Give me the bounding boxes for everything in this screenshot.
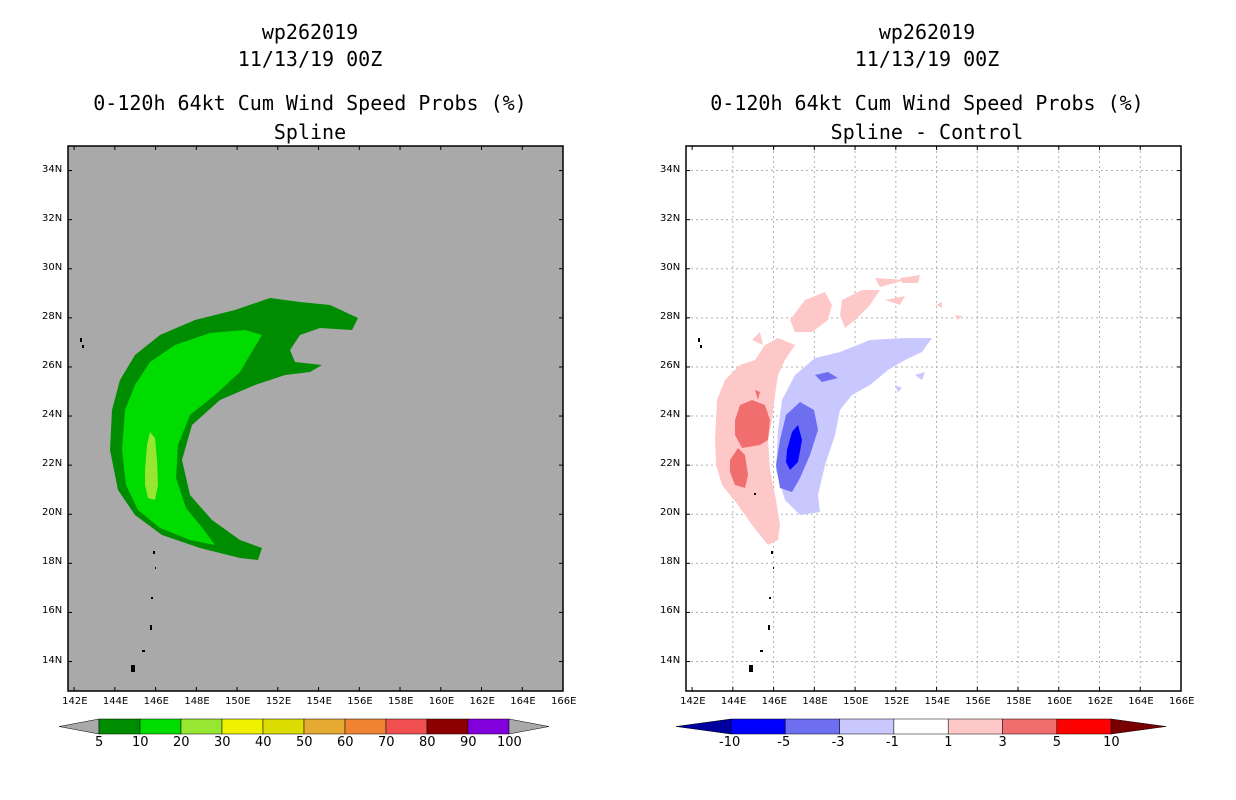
right-diff-pos3-area-2 bbox=[730, 448, 748, 488]
left-xtick-label: 162E bbox=[469, 696, 495, 707]
right-xtick-label: 152E bbox=[883, 696, 910, 707]
left-map-panel bbox=[67, 145, 564, 692]
right-colorbar-label: -5 bbox=[777, 735, 791, 750]
left-ytick-label: 22N bbox=[42, 458, 63, 470]
right-xtick-label: 164E bbox=[1128, 696, 1154, 707]
right-colorbar-label: -1 bbox=[885, 735, 899, 750]
right-title-datetime: 11/13/19 00Z bbox=[854, 47, 1000, 71]
left-xtick-label: 160E bbox=[428, 696, 455, 707]
left-colorbar-label: 100 bbox=[497, 735, 522, 750]
left-xtick-label: 154E bbox=[306, 696, 332, 707]
left-ytick-label: 34N bbox=[42, 163, 63, 175]
right-ytick-label: 24N bbox=[660, 409, 681, 421]
left-ytick-label: 32N bbox=[42, 212, 63, 224]
left-ytick-label: 16N bbox=[42, 605, 63, 617]
right-map-gridlines bbox=[686, 146, 1181, 691]
right-colorbar-label: -3 bbox=[831, 735, 845, 750]
right-xtick-label: 154E bbox=[924, 696, 950, 707]
left-colorbar-label: 80 bbox=[419, 735, 436, 750]
left-xtick-label: 144E bbox=[102, 696, 129, 707]
right-diff-pos1-area-3 bbox=[840, 290, 880, 328]
left-title-storm-id: wp262019 bbox=[261, 20, 359, 44]
right-ytick-label: 14N bbox=[660, 654, 681, 666]
right-ytick-label: 30N bbox=[660, 261, 681, 273]
left-ytick-label: 26N bbox=[42, 359, 63, 371]
left-colorbar-label: 60 bbox=[337, 735, 354, 750]
right-diff-neg5-area-2 bbox=[815, 372, 838, 382]
right-diff-neg3-area-2 bbox=[895, 372, 925, 392]
right-xtick-label: 146E bbox=[761, 696, 787, 707]
left-xtick-label: 146E bbox=[143, 696, 169, 707]
left-axis-ticks bbox=[68, 146, 564, 691]
right-title-product: 0-120h 64kt Cum Wind Speed Probs (%) bbox=[710, 91, 1144, 115]
right-ytick-label: 32N bbox=[660, 212, 681, 224]
left-prob-10pct-area bbox=[122, 330, 262, 545]
right-colorbar-label: 3 bbox=[998, 735, 1007, 750]
right-ytick-label: 20N bbox=[660, 507, 681, 519]
right-title-method: Spline - Control bbox=[830, 120, 1024, 144]
right-colorbar-label: 5 bbox=[1052, 735, 1062, 750]
left-colorbar-label: 50 bbox=[296, 735, 313, 750]
right-ytick-label: 18N bbox=[660, 556, 681, 568]
right-ytick-label: 22N bbox=[660, 458, 681, 470]
right-colorbar-label: 10 bbox=[1103, 735, 1120, 750]
left-xtick-label: 142E bbox=[62, 696, 88, 707]
left-ytick-label: 28N bbox=[42, 310, 63, 322]
right-xtick-label: 158E bbox=[1006, 696, 1032, 707]
left-xtick-label: 156E bbox=[347, 696, 373, 707]
left-xtick-label: 164E bbox=[510, 696, 536, 707]
right-diff-pos3-area bbox=[735, 400, 770, 448]
right-xtick-label: 162E bbox=[1087, 696, 1113, 707]
right-ytick-label: 26N bbox=[660, 359, 681, 371]
right-xtick-label: 144E bbox=[720, 696, 747, 707]
left-ytick-label: 20N bbox=[42, 507, 63, 519]
right-ytick-label: 34N bbox=[660, 163, 681, 175]
left-colorbar-label: 70 bbox=[378, 735, 395, 750]
left-xtick-label: 148E bbox=[184, 696, 210, 707]
right-xtick-label: 156E bbox=[965, 696, 991, 707]
left-prob-20pct-area bbox=[145, 432, 158, 500]
left-title-method: Spline bbox=[273, 120, 347, 144]
right-diff-neg10-area bbox=[786, 425, 802, 470]
left-ytick-label: 24N bbox=[42, 409, 63, 421]
left-colorbar-label: 90 bbox=[460, 735, 477, 750]
left-colorbar-label: 30 bbox=[214, 735, 231, 750]
left-colorbar-label: 5 bbox=[95, 735, 104, 750]
right-xtick-label: 142E bbox=[680, 696, 706, 707]
right-diff-pos1-area-2 bbox=[790, 292, 832, 332]
right-map-frame bbox=[685, 145, 1182, 692]
right-xtick-label: 166E bbox=[1169, 696, 1195, 707]
right-colorbar-label: 1 bbox=[944, 735, 953, 750]
left-xtick-label: 158E bbox=[388, 696, 414, 707]
left-island-markers bbox=[80, 338, 156, 672]
left-xtick-label: 150E bbox=[225, 696, 251, 707]
right-axis-ticks bbox=[686, 146, 1182, 691]
left-title-product: 0-120h 64kt Cum Wind Speed Probs (%) bbox=[93, 91, 527, 115]
left-title-datetime: 11/13/19 00Z bbox=[237, 47, 383, 71]
right-diff-pos3-area-3 bbox=[755, 390, 760, 400]
right-colorbar-label: -10 bbox=[719, 735, 741, 750]
left-ytick-label: 30N bbox=[42, 261, 63, 273]
right-xtick-label: 148E bbox=[802, 696, 828, 707]
right-ytick-label: 16N bbox=[660, 605, 681, 617]
left-map-frame bbox=[67, 145, 564, 692]
left-ytick-label: 18N bbox=[42, 556, 63, 568]
right-ytick-label: 28N bbox=[660, 310, 681, 322]
left-map-svg bbox=[67, 145, 564, 692]
right-xtick-label: 150E bbox=[843, 696, 869, 707]
right-title-storm-id: wp262019 bbox=[878, 20, 976, 44]
left-xtick-label: 152E bbox=[265, 696, 292, 707]
left-colorbar-label: 10 bbox=[132, 735, 149, 750]
left-ytick-label: 14N bbox=[42, 654, 63, 666]
left-colorbar-label: 40 bbox=[255, 735, 272, 750]
right-diff-neg3-area bbox=[776, 338, 932, 515]
right-island-markers bbox=[698, 338, 774, 672]
right-xtick-label: 160E bbox=[1046, 696, 1073, 707]
left-xtick-label: 166E bbox=[551, 696, 577, 707]
left-colorbar-label: 20 bbox=[173, 735, 190, 750]
